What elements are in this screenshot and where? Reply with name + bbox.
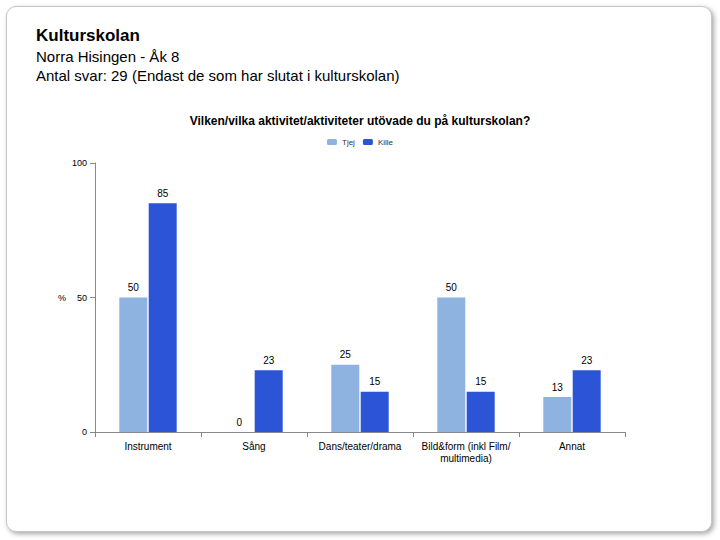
svg-text:0: 0: [237, 417, 243, 428]
svg-text:50: 50: [446, 282, 458, 293]
svg-text:23: 23: [263, 355, 275, 366]
svg-text:Annat: Annat: [559, 441, 585, 452]
html-text:Antal svar: 29 (Endast de som: Antal svar: 29 (Endast de som har slutat…: [36, 67, 400, 84]
html-text:Kulturskolan: Kulturskolan: [36, 26, 140, 45]
svg-text:Sång: Sång: [242, 441, 265, 452]
svg-text:%: %: [58, 293, 66, 303]
svg-text:Tjej: Tjej: [342, 138, 355, 147]
svg-text:0: 0: [82, 427, 87, 437]
svg-text:50: 50: [128, 282, 140, 293]
svg-text:Vilken/vilka aktivitet/aktivit: Vilken/vilka aktivitet/aktiviteter utöva…: [190, 114, 531, 128]
svg-text:23: 23: [581, 355, 593, 366]
svg-text:Instrument: Instrument: [124, 441, 171, 452]
svg-text:25: 25: [340, 349, 352, 360]
svg-text:Kille: Kille: [378, 138, 394, 147]
svg-text:15: 15: [475, 376, 487, 387]
svg-text:15: 15: [369, 376, 381, 387]
svg-text:13: 13: [552, 382, 564, 393]
html-text:Norra Hisingen - Åk 8: Norra Hisingen - Åk 8: [36, 48, 180, 65]
svg-text:100: 100: [72, 158, 87, 168]
svg-text:Dans/teater/drama: Dans/teater/drama: [319, 441, 402, 452]
svg-text:Bild&form (inkl Film/: Bild&form (inkl Film/: [422, 441, 511, 452]
svg-text:multimedia): multimedia): [440, 453, 492, 464]
svg-text:50: 50: [77, 293, 87, 303]
svg-text:85: 85: [157, 188, 169, 199]
